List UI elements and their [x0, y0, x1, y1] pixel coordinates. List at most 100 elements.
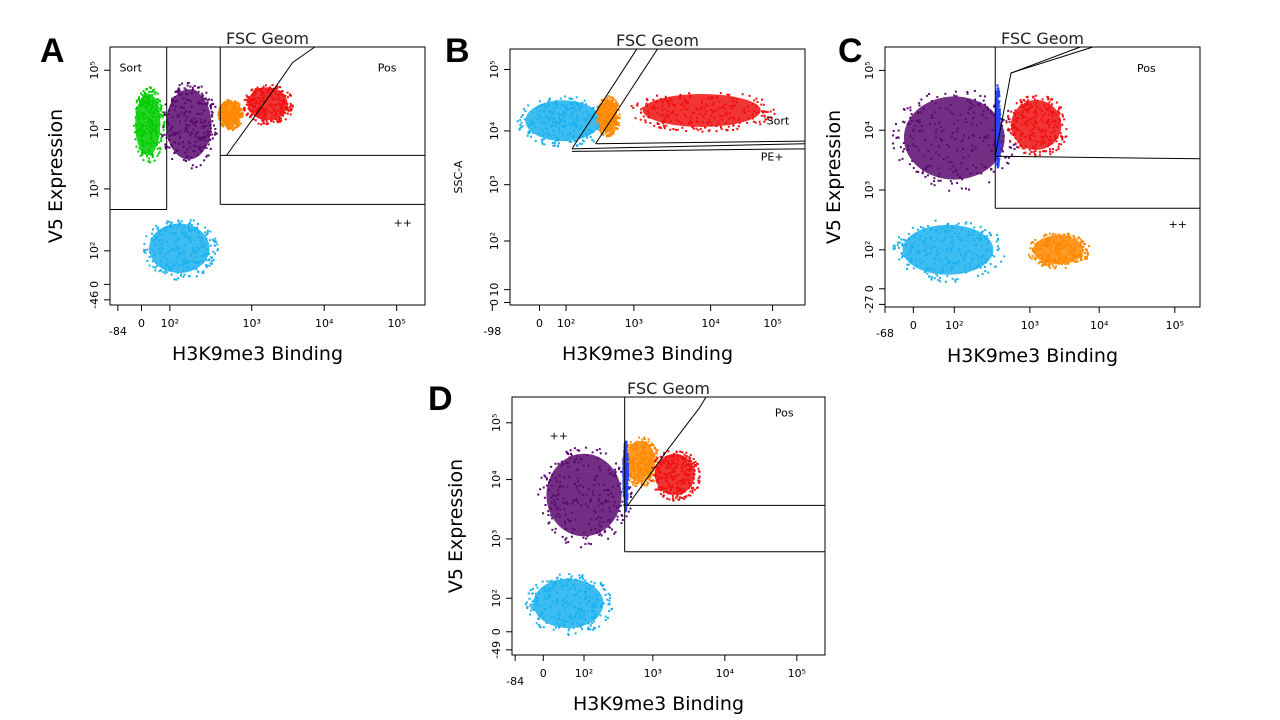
event-dot — [618, 113, 621, 116]
event-dot — [196, 223, 199, 226]
y-tick-label: -46 — [88, 291, 101, 309]
event-dot — [979, 225, 982, 228]
event-dot — [614, 468, 617, 471]
event-dot — [218, 109, 221, 112]
event-dot — [726, 93, 729, 96]
event-dot — [615, 120, 618, 123]
event-dot — [238, 124, 241, 127]
event-dot — [189, 85, 192, 88]
event-dot — [164, 269, 167, 272]
event-dot — [277, 117, 280, 120]
event-dot — [656, 122, 659, 125]
event-dot — [996, 93, 999, 96]
event-dot — [612, 132, 615, 135]
event-dot — [219, 123, 222, 126]
event-dot — [662, 494, 665, 497]
event-dot — [1055, 149, 1058, 152]
event-dot — [920, 98, 923, 101]
x-tick-label: 10⁴ — [716, 667, 735, 680]
event-dot — [596, 119, 599, 122]
event-dot — [203, 159, 206, 162]
event-dot — [157, 98, 160, 101]
event-dot — [671, 494, 674, 497]
event-dot — [651, 467, 654, 470]
event-dot — [674, 128, 677, 131]
event-dot — [692, 465, 695, 468]
event-dot — [939, 280, 942, 283]
event-dot — [762, 110, 765, 113]
event-dot — [961, 178, 964, 181]
event-dot — [636, 102, 639, 105]
event-dot — [593, 627, 596, 630]
event-dot — [526, 606, 529, 609]
event-dot — [188, 158, 191, 161]
event-dot — [544, 503, 547, 506]
event-dot — [1055, 101, 1058, 104]
event-dot — [567, 540, 570, 543]
event-dot — [964, 222, 967, 225]
event-dot — [996, 245, 999, 248]
event-dot — [956, 182, 959, 185]
event-dot — [615, 102, 618, 105]
event-dot — [655, 452, 658, 455]
event-dot — [143, 250, 146, 253]
plot-frame — [509, 48, 806, 306]
event-dot — [585, 537, 588, 540]
event-dot — [1006, 161, 1009, 164]
event-dot — [581, 628, 584, 631]
event-dot — [289, 94, 292, 97]
event-dot — [741, 93, 744, 96]
event-dot — [662, 124, 665, 127]
event-dot — [1034, 154, 1037, 157]
event-dot — [1034, 258, 1037, 261]
y-tick-label: 10³ — [488, 175, 501, 193]
event-dot — [575, 139, 578, 142]
event-dot — [544, 475, 547, 478]
event-dot — [159, 106, 162, 109]
event-dot — [662, 495, 665, 498]
event-dot — [993, 255, 996, 258]
event-dot — [158, 146, 161, 149]
event-dot — [689, 490, 692, 493]
event-dot — [567, 634, 570, 637]
event-dot — [695, 464, 698, 467]
event-dot — [213, 240, 216, 243]
event-dot — [249, 114, 252, 117]
x-tick-label: 10² — [575, 667, 593, 680]
event-dot — [621, 514, 624, 517]
event-dot — [237, 125, 240, 128]
event-dot — [554, 531, 557, 534]
event-dot — [692, 458, 695, 461]
event-dot — [997, 238, 1000, 241]
event-dot — [154, 269, 157, 272]
event-dot — [998, 108, 1001, 111]
event-dot — [178, 89, 181, 92]
event-dot — [997, 163, 1000, 166]
event-dot — [898, 258, 901, 261]
event-dot — [161, 116, 164, 119]
event-dot — [1022, 147, 1025, 150]
event-dot — [996, 163, 999, 166]
event-dot — [630, 444, 633, 447]
event-dot — [607, 592, 610, 595]
event-dot — [215, 240, 218, 243]
event-dot — [151, 155, 154, 158]
event-dot — [145, 87, 148, 90]
gate-label: Sort — [119, 62, 142, 75]
event-dot — [621, 500, 624, 503]
event-dot — [1007, 109, 1010, 112]
event-dot — [1060, 143, 1063, 146]
event-dot — [638, 436, 641, 439]
event-dot — [1028, 153, 1031, 156]
event-dot — [1052, 148, 1055, 151]
event-dot — [696, 463, 699, 466]
event-dot — [542, 138, 545, 141]
event-dot — [262, 122, 265, 125]
event-dot — [692, 482, 695, 485]
event-dot — [892, 248, 895, 251]
event-dot — [166, 145, 169, 148]
event-dot — [593, 620, 596, 623]
event-dot — [541, 580, 544, 583]
event-dot — [1045, 150, 1048, 153]
event-dot — [625, 515, 628, 518]
